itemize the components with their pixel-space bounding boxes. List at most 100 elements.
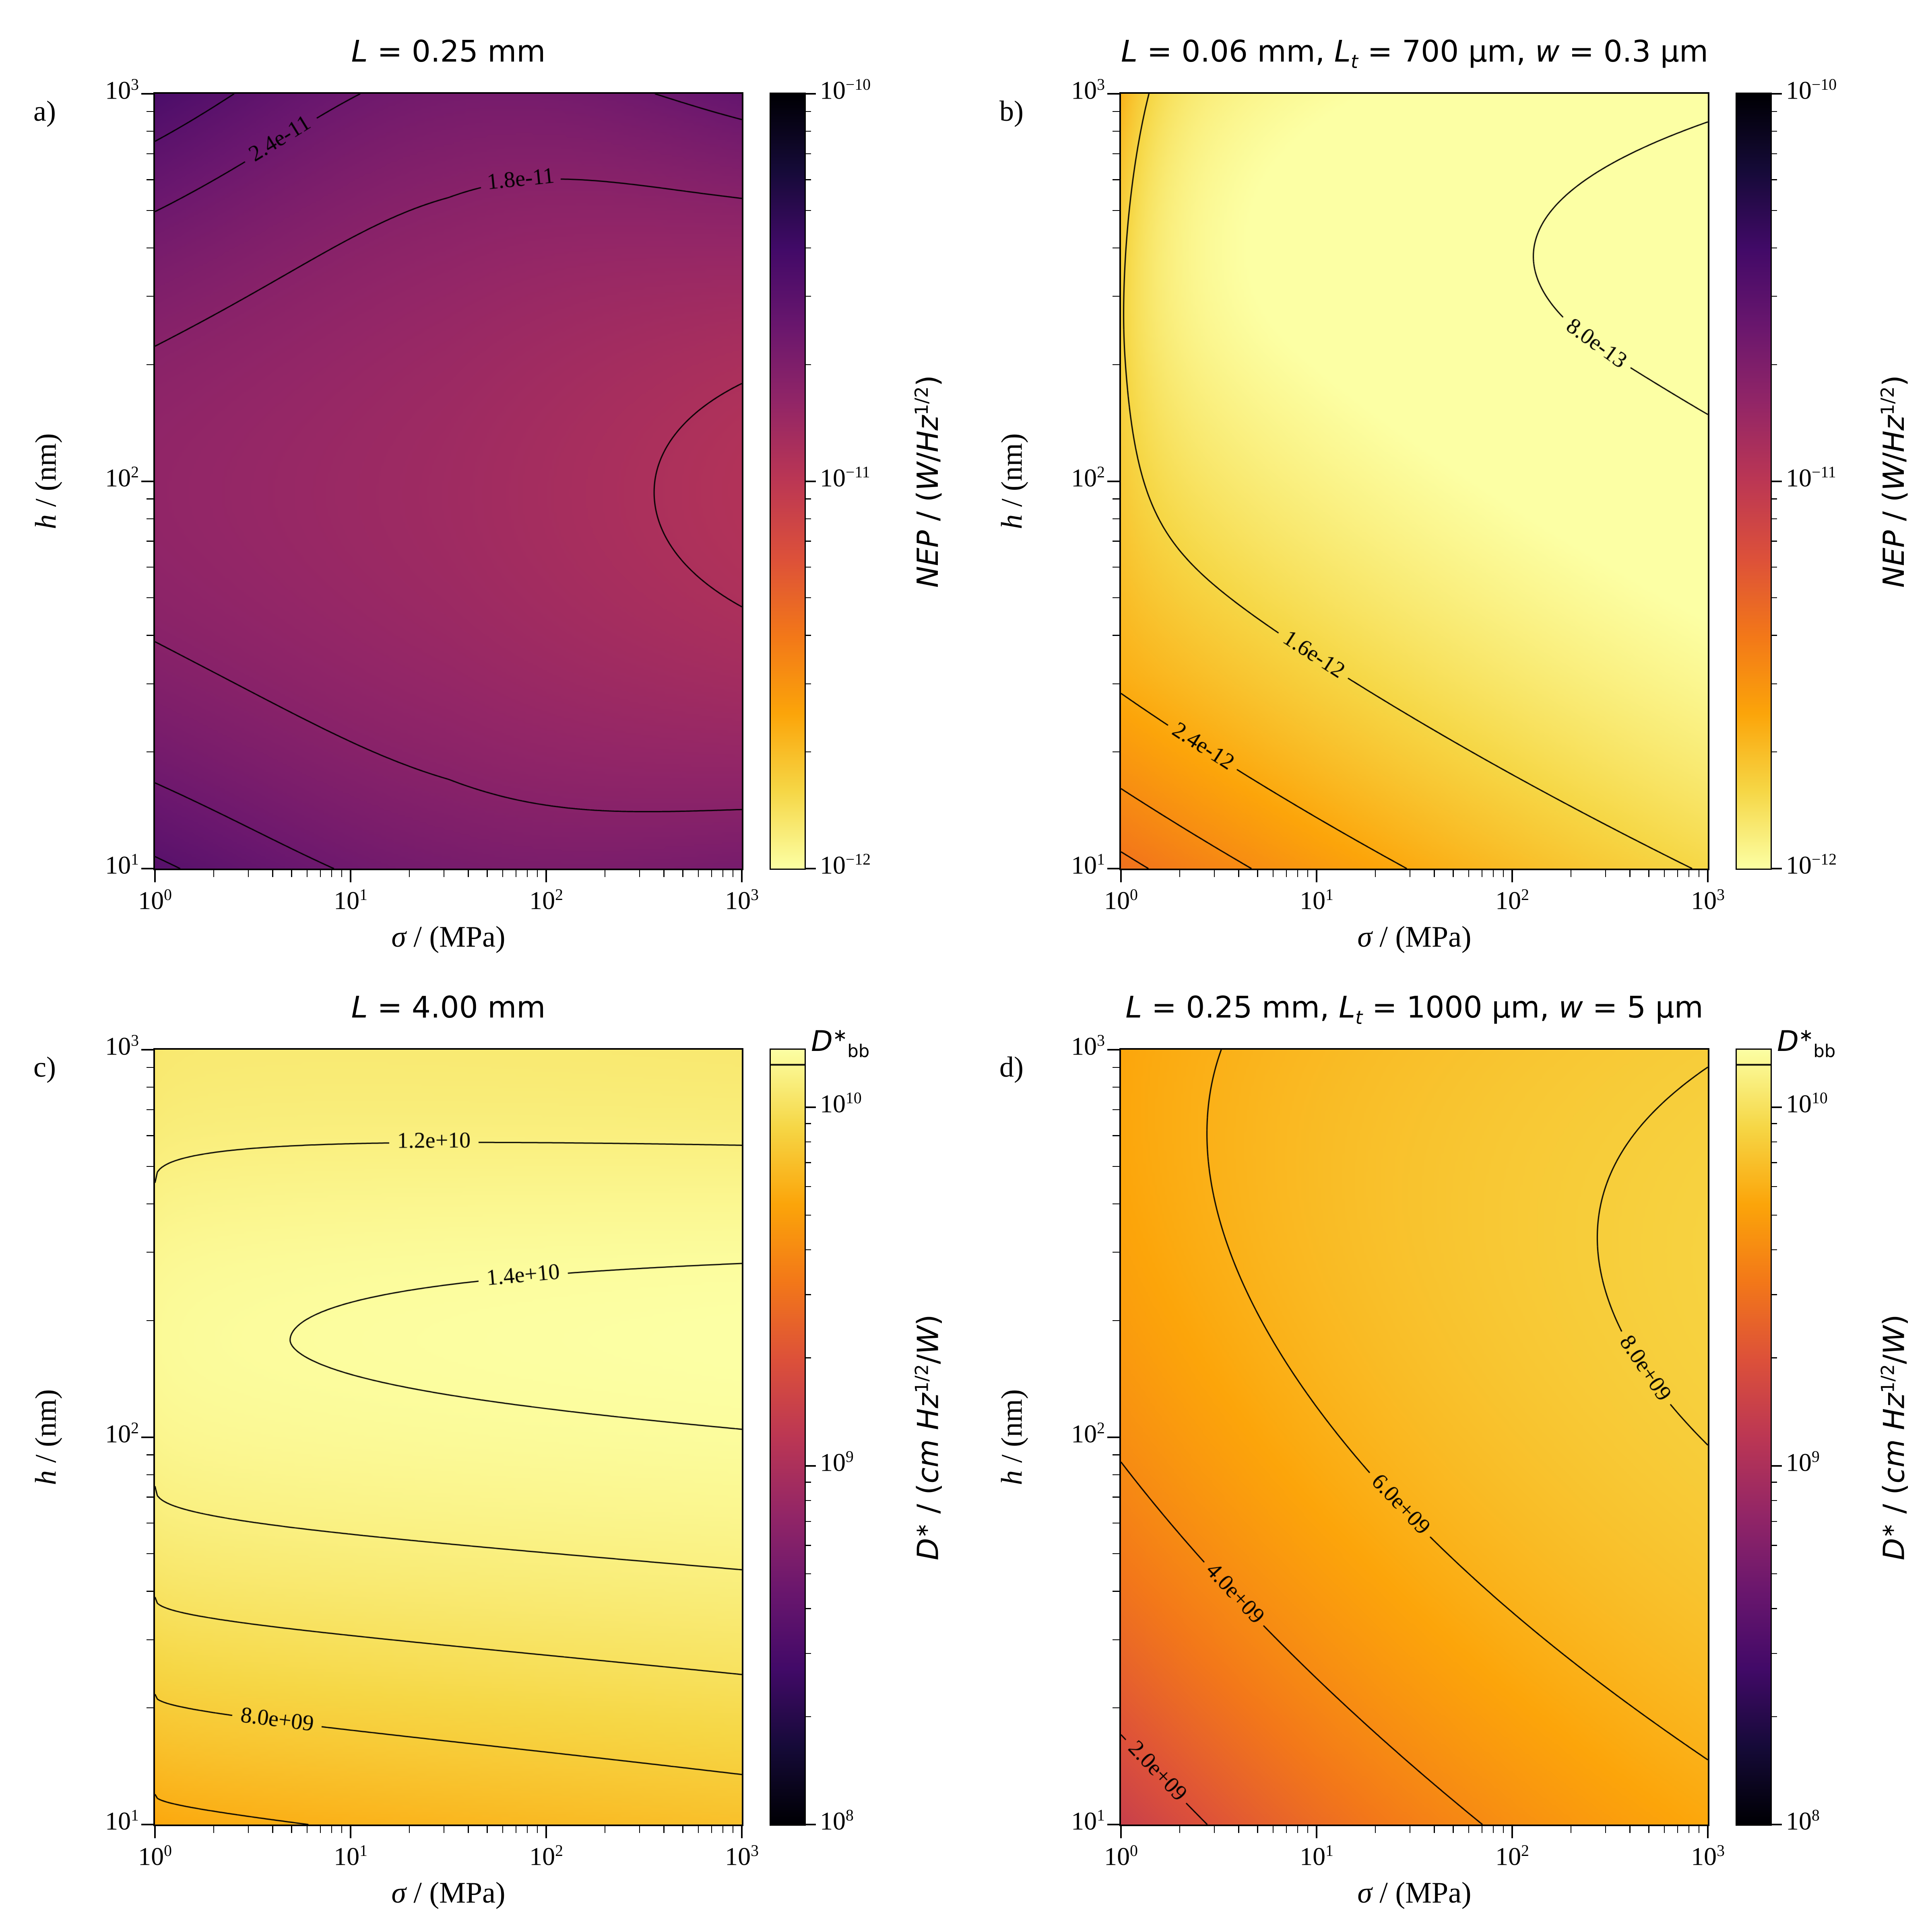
y-axis-minor-tick (1113, 1496, 1119, 1498)
panel-c-contour-heatmap-canvas (155, 1050, 742, 1825)
x-axis-tick-label: 101 (334, 886, 367, 915)
x-axis-major-tick (350, 1826, 351, 1838)
x-axis-minor-tick (1492, 870, 1494, 877)
colorbar-minor-tick (805, 683, 811, 684)
x-axis-minor-tick (1375, 870, 1376, 877)
colorbar-minor-tick (1771, 296, 1777, 297)
y-axis-minor-tick (147, 1087, 153, 1088)
colorbar-minor-tick (805, 1653, 811, 1654)
panel-c-plot-area (153, 1048, 743, 1826)
x-axis-tick-label: 103 (1691, 886, 1725, 915)
x-axis-minor-tick (1648, 1826, 1649, 1833)
panel-d-dbb-marker-label: D∗bb (1777, 1025, 1836, 1061)
x-axis-minor-tick (711, 1826, 712, 1833)
colorbar-minor-tick (1771, 566, 1777, 568)
colorbar-minor-tick (805, 597, 811, 599)
y-axis-minor-tick (1113, 111, 1119, 112)
colorbar-minor-tick (805, 1294, 811, 1295)
y-axis-minor-tick (1113, 1320, 1119, 1321)
y-axis-minor-tick (147, 751, 153, 753)
x-axis-minor-tick (1238, 870, 1239, 877)
panel-b-letter: b) (999, 95, 1024, 127)
panel-a-colorbar (770, 93, 806, 870)
colorbar-major-tick (1771, 93, 1782, 95)
colorbar-major-tick (1771, 1106, 1782, 1108)
colorbar-minor-tick (805, 518, 811, 519)
y-axis-minor-tick (1113, 751, 1119, 753)
x-axis-minor-tick (409, 870, 410, 877)
panel-c-letter: c) (33, 1051, 56, 1083)
x-axis-minor-tick (1605, 1826, 1606, 1833)
y-axis-minor-tick (147, 1496, 153, 1498)
colorbar-minor-tick (805, 1716, 811, 1717)
x-axis-minor-tick (663, 1826, 665, 1833)
x-axis-tick-label: 101 (1300, 886, 1333, 915)
x-axis-minor-tick (1434, 1826, 1435, 1833)
y-axis-minor-tick (147, 1109, 153, 1110)
y-axis-minor-tick (1113, 1474, 1119, 1475)
x-axis-minor-tick (1272, 870, 1274, 877)
y-axis-minor-tick (147, 1135, 153, 1136)
x-axis-minor-tick (306, 1826, 308, 1833)
x-axis-tick-label: 100 (1104, 1842, 1138, 1871)
colorbar-tick-label: 10−11 (820, 463, 870, 492)
y-axis-minor-tick (1113, 518, 1119, 519)
x-axis-minor-tick (722, 1826, 724, 1833)
colorbar-minor-tick (805, 1123, 811, 1124)
y-axis-minor-tick (147, 498, 153, 500)
y-axis-minor-tick (147, 210, 153, 211)
x-axis-minor-tick (331, 870, 332, 877)
y-axis-minor-tick (1113, 1135, 1119, 1136)
y-axis-minor-tick (1113, 364, 1119, 365)
colorbar-tick-label: 1010 (1786, 1089, 1828, 1118)
x-axis-tick-label: 102 (529, 1842, 563, 1871)
x-axis-minor-tick (320, 1826, 321, 1833)
x-axis-major-tick (350, 870, 351, 882)
x-axis-minor-tick (1664, 870, 1665, 877)
x-axis-tick-label: 102 (1495, 1842, 1529, 1871)
panel-a-letter: a) (33, 95, 56, 127)
x-axis-minor-tick (526, 870, 528, 877)
colorbar-minor-tick (1771, 1608, 1777, 1609)
y-axis-minor-tick (1113, 597, 1119, 599)
colorbar-major-tick (805, 1824, 816, 1825)
panel-d-plot-area (1119, 1048, 1709, 1826)
x-axis-minor-tick (1503, 870, 1504, 877)
colorbar-minor-tick (1771, 1521, 1777, 1522)
y-axis-major-tick (141, 1824, 153, 1825)
y-axis-minor-tick (147, 1639, 153, 1640)
x-axis-minor-tick (502, 1826, 504, 1833)
y-axis-minor-tick (1113, 1707, 1119, 1709)
x-axis-tick-label: 103 (725, 1842, 759, 1871)
colorbar-minor-tick (1771, 1214, 1777, 1216)
colorbar-minor-tick (1771, 1162, 1777, 1163)
x-axis-minor-tick (1503, 1826, 1504, 1833)
colorbar-minor-tick (1771, 498, 1777, 500)
y-axis-tick-label: 101 (105, 1806, 139, 1835)
x-axis-tick-label: 103 (1691, 1842, 1725, 1871)
x-axis-minor-tick (1688, 870, 1690, 877)
x-axis-major-tick (1316, 870, 1317, 882)
colorbar-tick-label: 109 (820, 1447, 854, 1477)
y-axis-minor-tick (147, 179, 153, 180)
colorbar-minor-tick (1771, 1500, 1777, 1501)
y-axis-minor-tick (1113, 1203, 1119, 1205)
panel-d-title: L = 0.25 mm, Lt = 1000 μm, w = 5 μm (1125, 990, 1703, 1028)
x-axis-minor-tick (1214, 1826, 1215, 1833)
x-axis-tick-label: 100 (138, 886, 172, 915)
x-axis-minor-tick (1648, 870, 1649, 877)
y-axis-minor-tick (147, 364, 153, 365)
x-axis-minor-tick (272, 1826, 273, 1833)
x-axis-minor-tick (341, 870, 342, 877)
panel-c-colorbar-label: D∗ / (cm Hz1/2/W) (896, 1050, 960, 1825)
panel-b-plot-area (1119, 92, 1709, 870)
x-axis-minor-tick (639, 1826, 640, 1833)
panel-c-x-axis-label: σ / (MPa) (391, 1876, 506, 1909)
x-axis-minor-tick (272, 870, 273, 877)
panel-d-colorbar (1736, 1049, 1772, 1826)
y-axis-minor-tick (1113, 210, 1119, 211)
colorbar-minor-tick (1771, 518, 1777, 519)
colorbar-minor-tick (805, 1500, 811, 1501)
colorbar-minor-tick (805, 1573, 811, 1575)
